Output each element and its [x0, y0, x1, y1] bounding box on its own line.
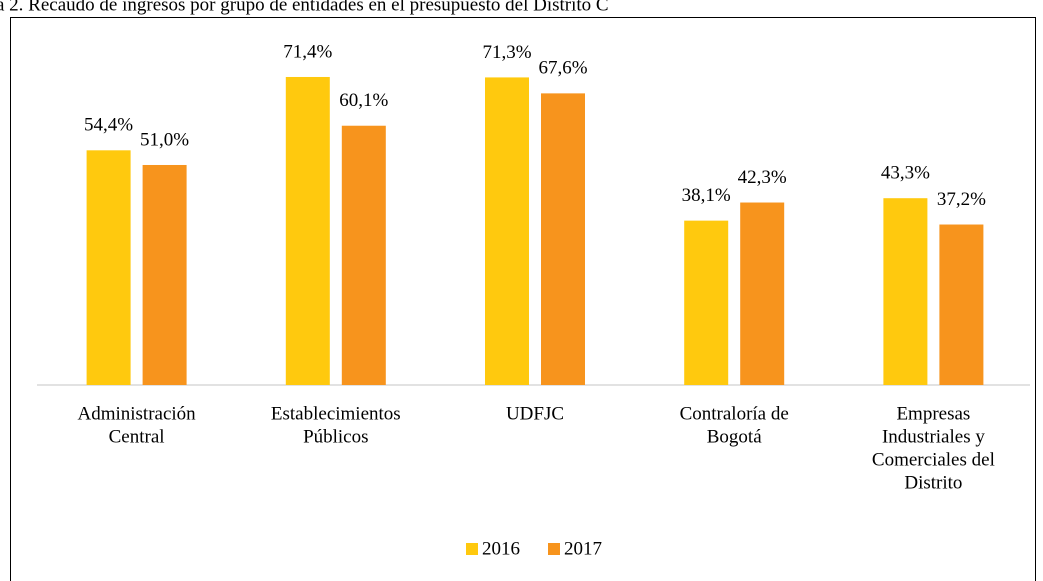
- bar: [86, 150, 131, 385]
- x-tick-label: Establecimientos: [271, 403, 401, 424]
- bar: [285, 76, 330, 385]
- bar: [541, 93, 585, 385]
- data-label: 38,1%: [682, 185, 731, 206]
- data-label: 54,4%: [84, 115, 133, 136]
- x-tick-label: Públicos: [303, 426, 368, 447]
- x-tick-label: Contraloría de: [680, 403, 789, 424]
- x-tick-label: Central: [109, 426, 165, 447]
- x-tick-label: UDFJC: [506, 403, 564, 424]
- data-label: 60,1%: [339, 90, 388, 111]
- chart-border: [10, 17, 1036, 581]
- x-tick-label: Empresas: [896, 403, 970, 424]
- data-label: 37,2%: [937, 189, 986, 210]
- x-tick-label: Distrito: [904, 472, 962, 493]
- legend-label: 2017: [564, 538, 602, 559]
- bar: [142, 164, 187, 385]
- bar: [939, 224, 984, 385]
- x-tick-label: Industriales y: [882, 426, 985, 447]
- data-label: 71,4%: [283, 41, 332, 62]
- data-label: 71,3%: [482, 42, 531, 63]
- bar: [341, 125, 386, 385]
- bar: [883, 198, 928, 385]
- chart-title: a 2. Recaudo de ingresos por grupo de en…: [0, 0, 609, 15]
- bar: [485, 77, 529, 385]
- legend-swatch: [548, 543, 560, 555]
- data-label: 42,3%: [738, 167, 787, 188]
- data-label: 67,6%: [538, 58, 587, 79]
- legend-label: 2016: [482, 538, 520, 559]
- data-label: 43,3%: [881, 163, 930, 184]
- data-label: 51,0%: [140, 129, 189, 150]
- x-tick-label: Bogotá: [707, 426, 762, 447]
- x-tick-label: Administración: [77, 403, 196, 424]
- legend-swatch: [466, 543, 478, 555]
- bar: [684, 220, 729, 385]
- bar: [740, 202, 785, 385]
- x-tick-label: Comerciales del: [872, 449, 995, 470]
